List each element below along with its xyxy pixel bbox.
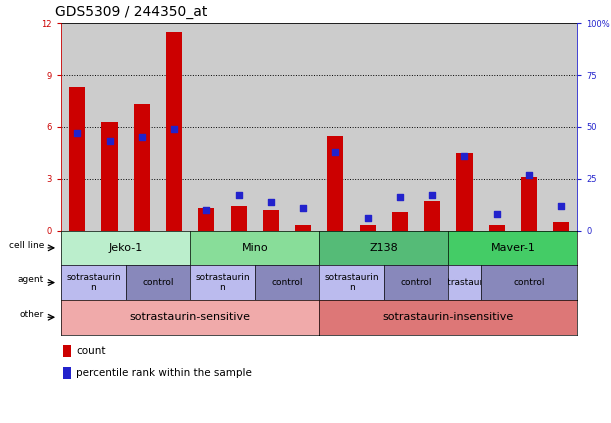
Text: agent: agent	[18, 275, 44, 284]
Text: Maver-1: Maver-1	[491, 243, 535, 253]
Bar	[190, 23, 222, 231]
Bar	[424, 201, 441, 231]
Bar	[134, 104, 150, 231]
Text: Jeko-1: Jeko-1	[109, 243, 143, 253]
Text: sotrastaurin-insensitive: sotrastaurin-insensitive	[382, 312, 514, 322]
Text: GDS5309 / 244350_at: GDS5309 / 244350_at	[55, 5, 207, 19]
Point	[169, 126, 179, 132]
Point	[557, 202, 566, 209]
Text: sotrastaurin
n: sotrastaurin n	[324, 273, 379, 292]
Point	[137, 134, 147, 141]
Bar	[319, 23, 351, 231]
Bar	[222, 23, 255, 231]
Point	[298, 204, 308, 211]
Point	[72, 130, 82, 137]
Text: sotrastaurin
n: sotrastaurin n	[195, 273, 250, 292]
Bar	[489, 225, 505, 231]
Bar	[101, 122, 117, 231]
Point	[104, 138, 114, 145]
Bar	[63, 367, 71, 379]
Bar	[166, 32, 182, 231]
Text: control: control	[142, 278, 174, 287]
Text: count: count	[76, 346, 106, 356]
Bar	[545, 23, 577, 231]
Text: control: control	[271, 278, 302, 287]
Bar	[198, 208, 214, 231]
Bar	[61, 23, 93, 231]
Text: control: control	[400, 278, 432, 287]
Bar	[448, 23, 481, 231]
Bar	[416, 23, 448, 231]
Point	[233, 192, 243, 199]
Text: percentile rank within the sample: percentile rank within the sample	[76, 368, 252, 378]
Point	[202, 206, 211, 213]
Point	[363, 215, 373, 222]
Bar	[351, 23, 384, 231]
Bar	[384, 23, 416, 231]
Bar	[295, 225, 311, 231]
Point	[331, 148, 340, 155]
Bar	[63, 345, 71, 357]
Point	[492, 211, 502, 217]
Bar	[360, 225, 376, 231]
Point	[395, 194, 405, 201]
Bar	[513, 23, 545, 231]
Text: sotrastaurin
n: sotrastaurin n	[66, 273, 121, 292]
Bar	[93, 23, 126, 231]
Bar	[69, 87, 86, 231]
Text: cell line: cell line	[9, 241, 44, 250]
Bar	[158, 23, 190, 231]
Point	[266, 198, 276, 205]
Text: Z138: Z138	[370, 243, 398, 253]
Text: Mino: Mino	[241, 243, 268, 253]
Bar	[392, 212, 408, 231]
Bar	[327, 135, 343, 231]
Point	[427, 192, 437, 199]
Text: control: control	[513, 278, 545, 287]
Text: sotrastaurin-sensitive: sotrastaurin-sensitive	[130, 312, 251, 322]
Text: other: other	[20, 310, 44, 319]
Text: sotrastaurin: sotrastaurin	[437, 278, 492, 287]
Point	[459, 153, 469, 159]
Bar	[263, 210, 279, 231]
Bar	[553, 222, 569, 231]
Bar	[456, 153, 472, 231]
Bar	[481, 23, 513, 231]
Bar	[521, 177, 537, 231]
Bar	[230, 206, 247, 231]
Bar	[255, 23, 287, 231]
Bar	[287, 23, 319, 231]
Point	[524, 171, 534, 178]
Bar	[126, 23, 158, 231]
